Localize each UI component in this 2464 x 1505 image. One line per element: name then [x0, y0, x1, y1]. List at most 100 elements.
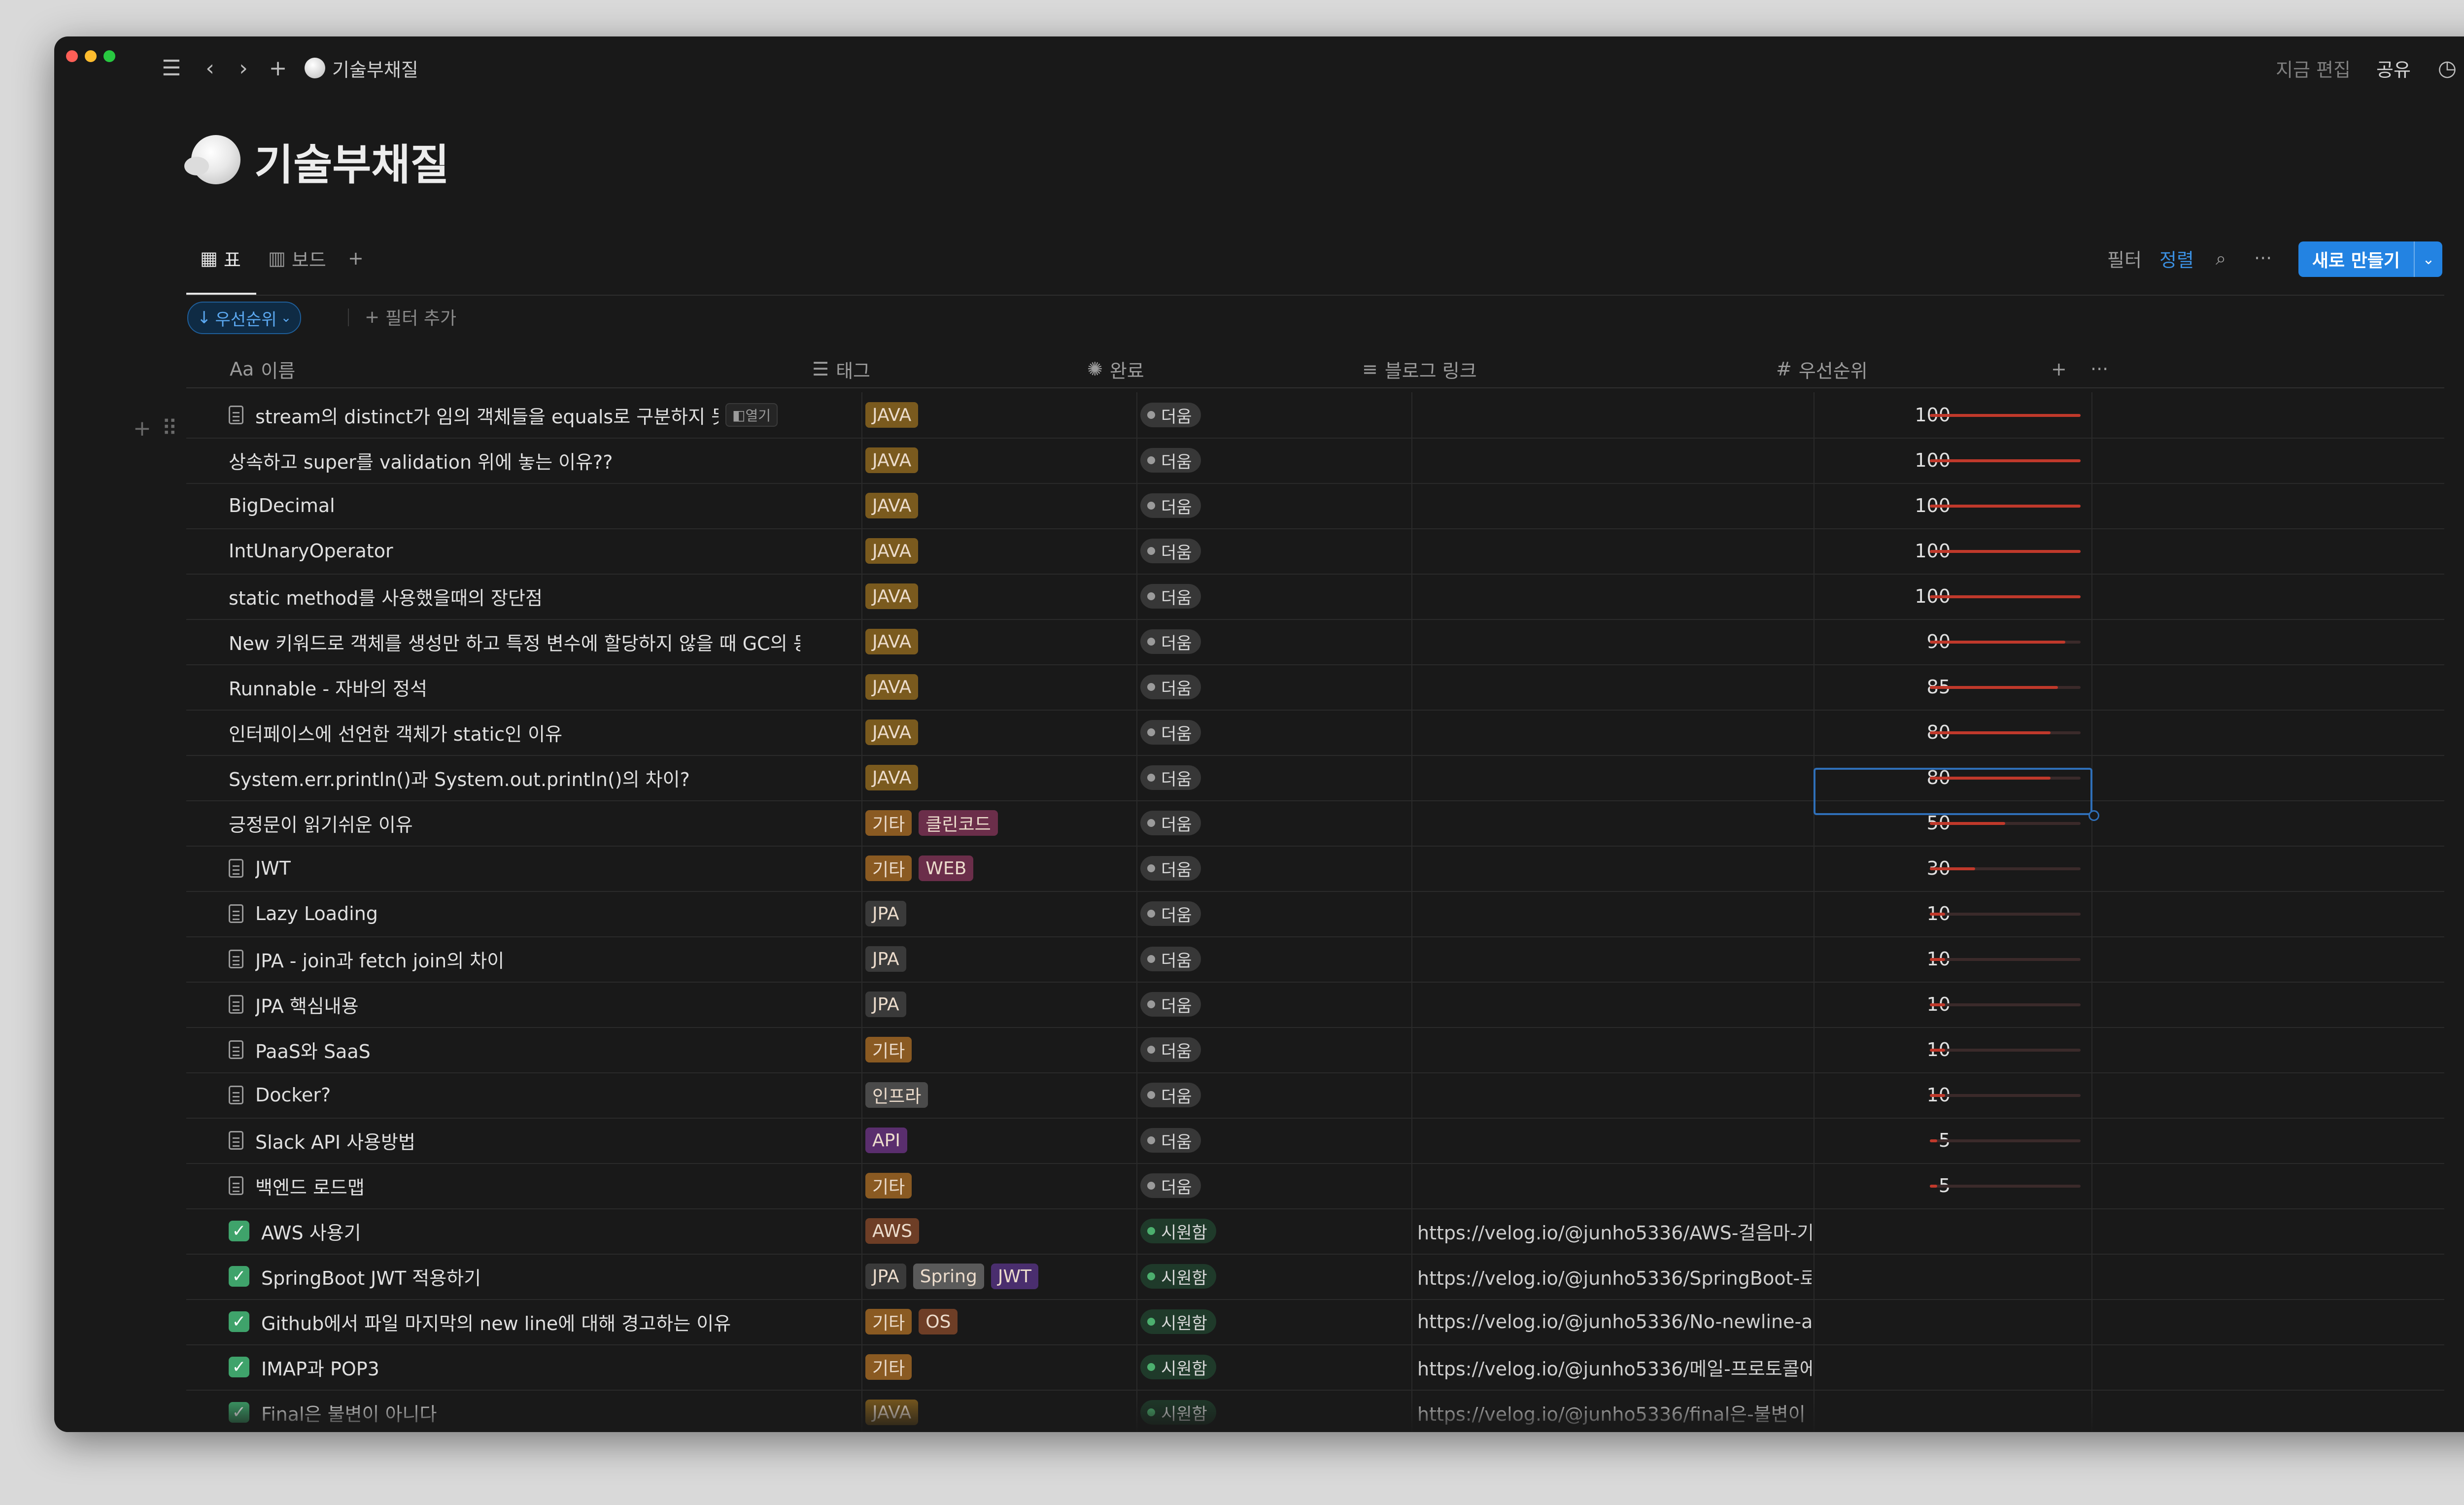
blog-link[interactable]: https://velog.io/@junho5336/No-newline-a…	[1417, 1311, 1812, 1333]
new-button[interactable]: 새로 만들기 ⌄	[2298, 241, 2442, 277]
blog-link-cell[interactable]	[1417, 438, 1812, 483]
add-property-plus-icon[interactable]: +	[2051, 358, 2067, 380]
status-cell[interactable]: 더움	[1140, 891, 1406, 936]
tags-cell[interactable]: JPA Spring JWT	[865, 1254, 1131, 1299]
name-cell[interactable]: static method를 사용했을때의 장단점	[229, 574, 859, 619]
table-row[interactable]: PaaS와 SaaS 기타 더움 10	[186, 1027, 2444, 1073]
name-cell[interactable]: ✓ Github에서 파일 마지막의 new line에 대해 경고하는 이유	[229, 1299, 859, 1344]
table-row[interactable]: System.err.println()과 System.out.println…	[186, 755, 2444, 801]
status-cell[interactable]: 더움	[1140, 936, 1406, 982]
status-cell[interactable]: 시원함	[1140, 1299, 1406, 1344]
share-button[interactable]: 공유	[2376, 59, 2411, 81]
status-cell[interactable]: 더움	[1140, 1163, 1406, 1208]
name-cell[interactable]: 긍정문이 읽기쉬운 이유	[229, 800, 859, 846]
blog-link-cell[interactable]	[1417, 846, 1812, 891]
breadcrumb[interactable]: 기술부채질	[305, 53, 418, 83]
tags-cell[interactable]: 기타 WEB	[865, 846, 1131, 891]
status-cell[interactable]: 더움	[1140, 982, 1406, 1027]
name-cell[interactable]: 인터페이스에 선언한 객체가 static인 이유	[229, 710, 859, 755]
blog-link-cell[interactable]	[1417, 664, 1812, 710]
column-header-name[interactable]: Aa 이름	[230, 352, 295, 386]
column-header-priority[interactable]: # 우선순위	[1776, 352, 1868, 386]
new-page-plus-icon[interactable]: +	[269, 55, 287, 81]
status-cell[interactable]: 더움	[1140, 1027, 1406, 1072]
blog-link[interactable]: https://velog.io/@junho5336/SpringBoot-로…	[1417, 1267, 1812, 1289]
blog-link-cell[interactable]: https://velog.io/@junho5336/AWS-걸음마-기록	[1417, 1208, 1812, 1254]
blog-link-cell[interactable]	[1417, 800, 1812, 846]
tags-cell[interactable]: JAVA	[865, 619, 1131, 664]
blog-link-cell[interactable]	[1417, 1072, 1812, 1118]
name-cell[interactable]: ✓ AWS 사용기	[229, 1208, 859, 1254]
tags-cell[interactable]: JAVA	[865, 528, 1131, 574]
blog-link-cell[interactable]	[1417, 483, 1812, 528]
name-cell[interactable]: JPA 핵심내용	[229, 982, 859, 1027]
drag-handle-icon[interactable]: ⠿	[162, 416, 178, 441]
add-row-plus-icon[interactable]: +	[133, 416, 151, 441]
table-row[interactable]: ✓ AWS 사용기 AWS 시원함 https://velog.io/@junho533…	[186, 1208, 2444, 1255]
table-row[interactable]: BigDecimal JAVA 더움 100	[186, 483, 2444, 529]
tags-cell[interactable]: AWS	[865, 1208, 1131, 1254]
column-header-status[interactable]: ✺ 완료	[1087, 352, 1144, 386]
close-window-button[interactable]	[66, 50, 78, 62]
view-more-icon[interactable]: ···	[2254, 247, 2272, 269]
status-cell[interactable]: 더움	[1140, 846, 1406, 891]
status-cell[interactable]: 더움	[1140, 619, 1406, 664]
name-cell[interactable]: PaaS와 SaaS	[229, 1027, 859, 1072]
status-cell[interactable]: 더움	[1140, 438, 1406, 483]
tags-cell[interactable]: 기타	[865, 1344, 1131, 1390]
name-cell[interactable]: Slack API 사용방법	[229, 1118, 859, 1163]
blog-link-cell[interactable]: https://velog.io/@junho5336/SpringBoot-로…	[1417, 1254, 1812, 1299]
tags-cell[interactable]: API	[865, 1118, 1131, 1163]
table-row[interactable]: JPA 핵심내용 JPA 더움 10	[186, 982, 2444, 1028]
blog-link-cell[interactable]	[1417, 1118, 1812, 1163]
name-cell[interactable]: Runnable - 자바의 정석	[229, 664, 859, 710]
tags-cell[interactable]: 기타	[865, 1027, 1131, 1072]
tags-cell[interactable]: 기타 클린코드	[865, 800, 1131, 846]
blog-link-cell[interactable]	[1417, 982, 1812, 1027]
name-cell[interactable]: JWT	[229, 846, 859, 891]
status-cell[interactable]: 더움	[1140, 574, 1406, 619]
name-cell[interactable]: Lazy Loading	[229, 891, 859, 936]
table-row[interactable]: JWT 기타 WEB 더움 30	[186, 846, 2444, 892]
back-arrow-icon[interactable]: ‹	[205, 55, 214, 81]
tags-cell[interactable]: JAVA	[865, 574, 1131, 619]
status-cell[interactable]: 더움	[1140, 483, 1406, 528]
tags-cell[interactable]: 기타 OS	[865, 1299, 1131, 1344]
table-row[interactable]: JPA - join과 fetch join의 차이 JPA 더움 10	[186, 936, 2444, 983]
name-cell[interactable]: stream의 distinct가 임의 객체들을 equals로 구분하지 못…	[229, 392, 859, 438]
blog-link-cell[interactable]	[1417, 574, 1812, 619]
blog-link-cell[interactable]	[1417, 1163, 1812, 1208]
tags-cell[interactable]: JAVA	[865, 483, 1131, 528]
property-more-icon[interactable]: ···	[2090, 358, 2109, 380]
table-row[interactable]: Docker? 인프라 더움 10	[186, 1072, 2444, 1119]
blog-link-cell[interactable]	[1417, 891, 1812, 936]
blog-link-cell[interactable]	[1417, 710, 1812, 755]
table-row[interactable]: ✓ SpringBoot JWT 적용하기 JPA Spring JWT 시원함 https…	[186, 1254, 2444, 1300]
table-row[interactable]: ✓ IMAP과 POP3 기타 시원함 https://velog.io/@junho5…	[186, 1344, 2444, 1391]
status-cell[interactable]: 시원함	[1140, 1344, 1406, 1390]
tags-cell[interactable]: JAVA	[865, 438, 1131, 483]
name-cell[interactable]: System.err.println()과 System.out.println…	[229, 755, 859, 800]
blog-link-cell[interactable]: https://velog.io/@junho5336/메일-프로토콜에-대하여	[1417, 1344, 1812, 1390]
tags-cell[interactable]: JPA	[865, 891, 1131, 936]
sidebar-menu-icon[interactable]: ☰	[162, 55, 181, 81]
blog-link-cell[interactable]: https://velog.io/@junho5336/No-newline-a…	[1417, 1299, 1812, 1344]
status-cell[interactable]: 더움	[1140, 800, 1406, 846]
blog-link[interactable]: https://velog.io/@junho5336/메일-프로토콜에-대하여	[1417, 1358, 1812, 1380]
minimize-window-button[interactable]	[85, 50, 97, 62]
blog-link-cell[interactable]	[1417, 1027, 1812, 1072]
blog-link-cell[interactable]	[1417, 619, 1812, 664]
page-title[interactable]: 기술부채질	[254, 140, 449, 190]
name-cell[interactable]: 백엔드 로드맵	[229, 1163, 859, 1208]
table-row[interactable]: New 키워드로 객체를 생성만 하고 특정 변수에 할당하지 않을 때 GC의…	[186, 619, 2444, 665]
name-cell[interactable]: ✓ IMAP과 POP3	[229, 1344, 859, 1390]
table-row[interactable]: stream의 distinct가 임의 객체들을 equals로 구분하지 못…	[186, 392, 2444, 439]
sort-button[interactable]: 정렬	[2159, 249, 2194, 271]
blog-link-cell[interactable]	[1417, 392, 1812, 438]
page-emoji-icon[interactable]	[184, 135, 240, 184]
filter-button[interactable]: 필터	[2107, 249, 2142, 271]
forward-arrow-icon[interactable]: ›	[239, 55, 248, 81]
tags-cell[interactable]: JPA	[865, 982, 1131, 1027]
column-header-tags[interactable]: ☰ 태그	[812, 352, 870, 386]
blog-link[interactable]: https://velog.io/@junho5336/AWS-걸음마-기록	[1417, 1222, 1812, 1244]
